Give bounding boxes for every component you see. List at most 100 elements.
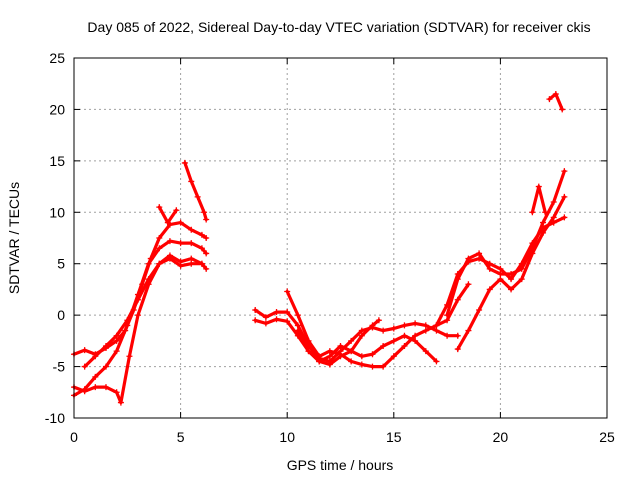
series-arc-14 (529, 183, 549, 216)
data-point (380, 363, 387, 370)
data-point (561, 193, 568, 200)
data-point (156, 204, 163, 211)
data-point (486, 265, 493, 272)
data-point (518, 265, 525, 272)
data-point (126, 353, 133, 360)
x-tick-label: 15 (386, 429, 402, 445)
data-point (113, 348, 120, 355)
data-point (550, 199, 557, 205)
y-tick-label: 10 (49, 204, 65, 220)
plot-border (73, 57, 608, 419)
data-point (348, 337, 355, 344)
x-axis-label: GPS time / hours (287, 457, 394, 473)
data-point (390, 325, 397, 332)
series-line (296, 329, 438, 363)
x-tick-label: 5 (177, 429, 185, 445)
data-point (369, 363, 376, 370)
data-point (422, 322, 429, 329)
data-point (294, 322, 301, 329)
data-point (173, 207, 180, 214)
data-point (476, 250, 483, 257)
data-point (326, 348, 333, 355)
x-tick-label: 10 (279, 429, 295, 445)
series-arc-12 (444, 168, 568, 319)
data-point (284, 318, 291, 325)
data-point (92, 353, 99, 360)
data-point (486, 286, 493, 293)
data-point (401, 332, 408, 339)
data-point (390, 337, 397, 344)
data-point (284, 288, 291, 295)
x-tick-label: 25 (599, 429, 615, 445)
series-arc-13 (454, 193, 568, 353)
data-point (401, 343, 408, 349)
data-point (369, 351, 376, 358)
data-point (508, 276, 515, 283)
data-point (177, 219, 184, 226)
series-arc-2 (71, 238, 210, 399)
data-point (81, 363, 88, 370)
y-tick-label: -10 (45, 410, 65, 426)
data-point (433, 322, 440, 329)
data-point (102, 363, 109, 370)
data-point (92, 384, 99, 391)
series-arc-4 (81, 255, 205, 370)
data-point (390, 353, 397, 360)
y-tick-label: 20 (49, 101, 65, 117)
data-point (454, 332, 461, 339)
data-point (194, 193, 201, 200)
data-point (164, 219, 171, 226)
data-point (476, 307, 483, 313)
data-point (203, 216, 210, 223)
data-point (465, 255, 472, 262)
data-point (262, 314, 269, 321)
series-arc-5 (156, 204, 180, 226)
data-point (465, 281, 472, 288)
data-point (166, 238, 173, 245)
data-point (92, 373, 99, 380)
data-point (201, 209, 208, 216)
series-arc-15 (546, 91, 566, 113)
data-point (156, 235, 163, 241)
data-point (561, 168, 568, 175)
data-point (252, 317, 259, 324)
data-point (358, 361, 365, 368)
data-point (401, 322, 408, 329)
data-point (294, 327, 301, 334)
data-point (188, 240, 195, 247)
data-point (465, 327, 472, 334)
y-axis-label: SDTVAR / TECUs (6, 182, 22, 294)
data-point (348, 348, 355, 355)
data-point (358, 327, 365, 334)
x-tick-label: 20 (493, 429, 509, 445)
data-point (358, 353, 365, 360)
data-point (337, 351, 344, 358)
data-point (262, 320, 269, 327)
data-point (81, 388, 88, 395)
data-point (546, 96, 553, 103)
data-point (326, 353, 333, 360)
data-point (198, 260, 205, 267)
data-point (348, 358, 355, 365)
data-point (188, 178, 195, 185)
data-point (113, 337, 120, 344)
data-point (102, 384, 109, 391)
series-arc-10 (294, 327, 440, 365)
data-point (358, 332, 365, 339)
chart-title: Day 085 of 2022, Sidereal Day-to-day VTE… (87, 19, 590, 35)
data-point (380, 327, 387, 334)
series-line (183, 161, 208, 222)
data-point (552, 91, 559, 97)
data-point (294, 312, 301, 319)
grid-lines (74, 58, 607, 418)
data-point (412, 320, 419, 327)
data-point (529, 209, 536, 216)
data-point (454, 296, 461, 303)
data-point (203, 265, 210, 272)
series-line (530, 185, 547, 214)
data-point (145, 276, 152, 283)
axis-ticks: 0 5 10 15 20 25 -10 -5 0 5 10 15 20 25 (45, 50, 615, 445)
data-point (412, 332, 419, 339)
data-point (508, 271, 515, 277)
